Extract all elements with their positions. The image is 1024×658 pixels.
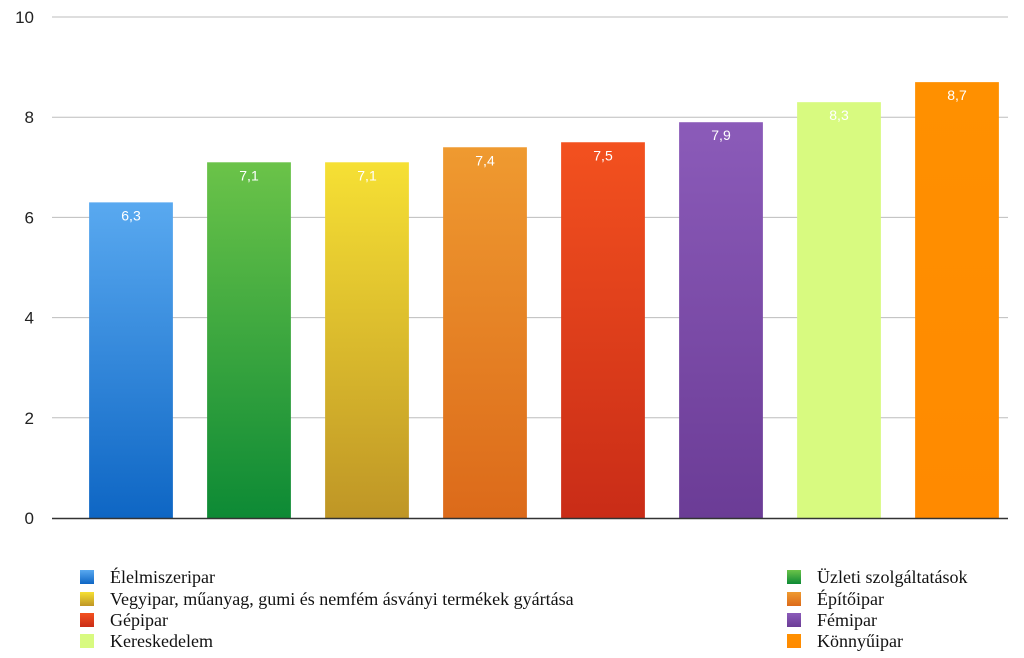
legend-label: Gépipar xyxy=(110,610,168,630)
legend-swatch xyxy=(787,634,801,648)
bar xyxy=(443,147,527,518)
legend-item: Fémipar xyxy=(787,610,877,630)
bar xyxy=(325,162,409,519)
bar xyxy=(207,162,291,519)
bar xyxy=(679,122,763,519)
legend-item: Üzleti szolgáltatások xyxy=(787,567,967,587)
y-axis-ticks: 0 2 4 6 8 10 xyxy=(15,8,34,528)
bar-value-label: 7,1 xyxy=(239,167,259,183)
bar xyxy=(915,82,999,518)
legend-item: Gépipar xyxy=(80,610,168,630)
bars xyxy=(89,82,999,519)
legend-label: Vegyipar, műanyag, gumi és nemfém ásvány… xyxy=(110,589,574,609)
legend-label: Építőipar xyxy=(817,588,884,609)
bar-value-label: 7,1 xyxy=(357,167,377,183)
legend-item: Kereskedelem xyxy=(80,631,213,651)
y-tick-label: 0 xyxy=(25,509,34,528)
y-tick-label: 10 xyxy=(15,8,34,27)
bar-value-label: 8,7 xyxy=(947,87,967,103)
bar-value-label: 7,4 xyxy=(475,152,495,168)
legend-item: Könnyűipar xyxy=(787,631,903,651)
legend-swatch xyxy=(80,592,94,606)
legend-label: Kereskedelem xyxy=(110,631,213,651)
legend-swatch xyxy=(787,613,801,627)
legend-swatch xyxy=(80,570,94,584)
legend-label: Fémipar xyxy=(817,610,877,630)
bar-value-label: 7,5 xyxy=(593,147,613,163)
legend-swatch xyxy=(80,634,94,648)
bar-value-label: 6,3 xyxy=(121,207,141,223)
legend-item: Építőipar xyxy=(787,588,884,609)
legend-swatch xyxy=(787,570,801,584)
bar xyxy=(561,142,645,518)
data-labels: 6,3 7,1 7,1 7,4 7,5 7,9 8,3 8,7 xyxy=(121,87,967,223)
legend-label: Üzleti szolgáltatások xyxy=(817,567,967,587)
legend-item: Vegyipar, műanyag, gumi és nemfém ásvány… xyxy=(80,589,574,609)
legend-swatch xyxy=(787,592,801,606)
legend-label: Élelmiszeripar xyxy=(110,566,215,587)
y-tick-label: 6 xyxy=(25,208,34,227)
bar xyxy=(89,202,173,518)
bar-value-label: 8,3 xyxy=(829,107,849,123)
bar-value-label: 7,9 xyxy=(711,127,731,143)
bar xyxy=(797,102,881,519)
legend-item: Élelmiszeripar xyxy=(80,566,215,587)
legend-label: Könnyűipar xyxy=(817,631,903,651)
y-tick-label: 2 xyxy=(25,409,34,428)
y-tick-label: 8 xyxy=(25,108,34,127)
y-tick-label: 4 xyxy=(25,309,34,328)
legend-swatch xyxy=(80,613,94,627)
